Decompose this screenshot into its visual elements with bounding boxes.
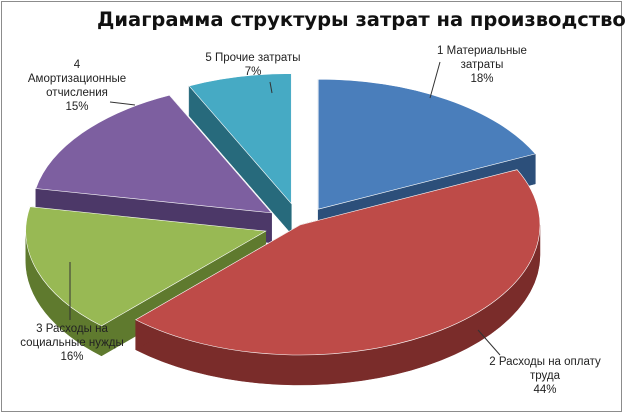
- label-material-costs: 1 Материальные затраты 18%: [437, 45, 527, 85]
- label-other-costs: 5 Прочие затраты 7%: [205, 52, 301, 78]
- leader-line-5: [269, 81, 273, 94]
- slice-material: [317, 78, 536, 210]
- label-social-costs: 3 Расходы на социальные нужды 16%: [20, 323, 124, 363]
- leader-line-2: [477, 329, 501, 356]
- label-depreciation: 4 Амортизационные отчисления 15%: [27, 59, 127, 113]
- leader-line-1: [429, 61, 441, 99]
- slice-labor: [135, 169, 541, 356]
- label-labor-costs: 2 Расходы на оплату труда 44%: [489, 356, 601, 396]
- slice-other: [188, 73, 292, 205]
- leader-line-4: [109, 101, 136, 106]
- slice-social: [25, 206, 267, 327]
- pie-tops: [25, 73, 541, 356]
- chart-title: Диаграмма структуры затрат на производст…: [97, 8, 625, 31]
- slice-depreciation: [35, 94, 273, 214]
